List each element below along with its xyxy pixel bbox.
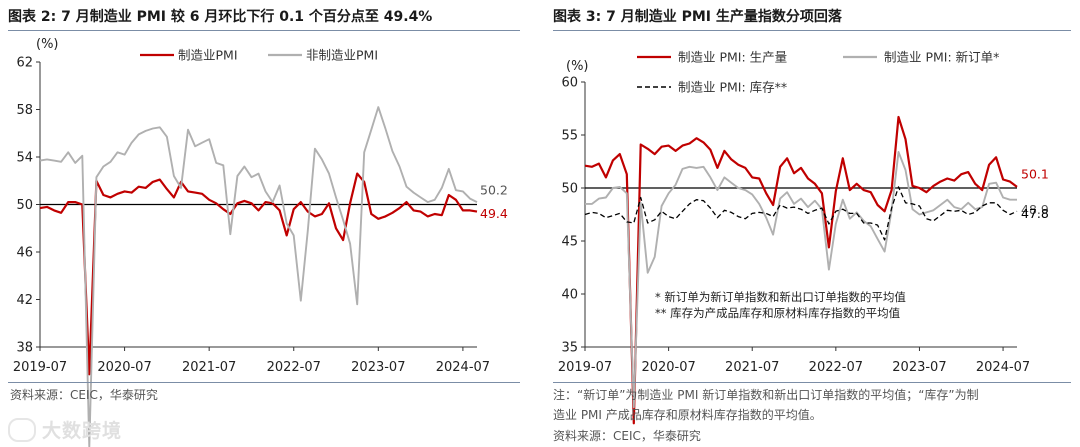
- right-note-line1: 注：“新订单”为制造业 PMI 新订单指数和新出口订单指数的平均值；“库存”为制: [553, 388, 979, 402]
- watermark-text: 大数跨境: [42, 420, 123, 442]
- right-y-tick-label: 45: [561, 235, 578, 250]
- right-legend-label-1: 制造业 PMI: 新订单*: [884, 50, 999, 65]
- left-bottom-divider: [8, 382, 520, 383]
- right-x-tick-label: 2019-07: [558, 360, 612, 375]
- right-unit-label: (%): [566, 59, 589, 74]
- left-y-tick-label: 42: [16, 293, 33, 308]
- left-source-note: 资料来源：CEIC，华泰研究: [10, 388, 158, 402]
- left-y-tick-label: 46: [16, 246, 33, 261]
- right-end-label-2: 47.8: [1021, 206, 1049, 221]
- left-chart-title: 图表 2: 7 月制造业 PMI 较 6 月环比下行 0.1 个百分点至 49.…: [8, 9, 433, 25]
- left-x-tick-label: 2019-07: [13, 360, 67, 375]
- right-end-label-0: 50.1: [1021, 166, 1049, 181]
- right-y-tick-label: 40: [561, 288, 578, 303]
- right-title-divider: [553, 30, 1071, 31]
- left-end-label-0: 49.4: [480, 206, 508, 221]
- left-title-divider: [8, 30, 520, 31]
- left-unit-label: (%): [36, 37, 59, 52]
- left-legend-label-1: 非制造业PMI: [306, 48, 378, 63]
- left-y-tick-label: 38: [16, 341, 33, 356]
- right-series-line-0: [584, 115, 1018, 425]
- right-note-line2: 造业 PMI 产成品库存和原材料库存指数的平均值。: [553, 408, 822, 422]
- right-footnote-0: * 新订单为新订单指数和新出口订单指数的平均值: [655, 290, 906, 304]
- right-x-tick-label: 2021-07: [725, 360, 779, 375]
- left-y-tick-label: 58: [16, 103, 33, 118]
- right-x-tick-label: 2024-07: [976, 360, 1030, 375]
- right-y-tick-label: 60: [561, 76, 578, 91]
- left-legend-label-0: 制造业PMI: [178, 48, 238, 63]
- right-source-note: 资料来源：CEIC，华泰研究: [553, 429, 701, 443]
- right-x-tick-label: 2023-07: [892, 360, 946, 375]
- right-x-tick-label: 2020-07: [641, 360, 695, 375]
- left-x-tick-label: 2023-07: [351, 360, 405, 375]
- left-y-tick-label: 62: [16, 56, 33, 71]
- right-footnote-1: ** 库存为产成品库存和原材料库存指数的平均值: [655, 306, 901, 320]
- left-x-tick-label: 2020-07: [97, 360, 151, 375]
- right-chart-title: 图表 3: 7 月制造业 PMI 生产量指数分项回落: [553, 9, 842, 25]
- left-y-tick-label: 50: [16, 198, 33, 213]
- right-y-tick-label: 55: [561, 129, 578, 144]
- right-legend-label-2: 制造业 PMI: 库存**: [678, 80, 787, 95]
- left-x-tick-label: 2022-07: [267, 360, 321, 375]
- watermark: 大数跨境: [8, 416, 122, 443]
- right-series-line-1: [585, 151, 1017, 409]
- right-bottom-divider: [553, 382, 1071, 383]
- left-y-tick-label: 54: [16, 151, 33, 166]
- left-series-line-1: [39, 106, 478, 447]
- left-x-tick-label: 2024-07: [436, 360, 490, 375]
- left-end-label-1: 50.2: [480, 183, 508, 198]
- left-x-tick-label: 2021-07: [182, 360, 236, 375]
- left-series-line-0: [39, 172, 478, 376]
- right-end-label-1: 48.9: [1021, 202, 1049, 217]
- watermark-logo-icon: [8, 417, 36, 442]
- right-series-line-2: [584, 186, 1018, 241]
- right-x-tick-label: 2022-07: [809, 360, 863, 375]
- right-y-tick-label: 50: [561, 182, 578, 197]
- right-legend-label-0: 制造业 PMI: 生产量: [678, 50, 787, 65]
- right-y-tick-label: 35: [561, 341, 578, 356]
